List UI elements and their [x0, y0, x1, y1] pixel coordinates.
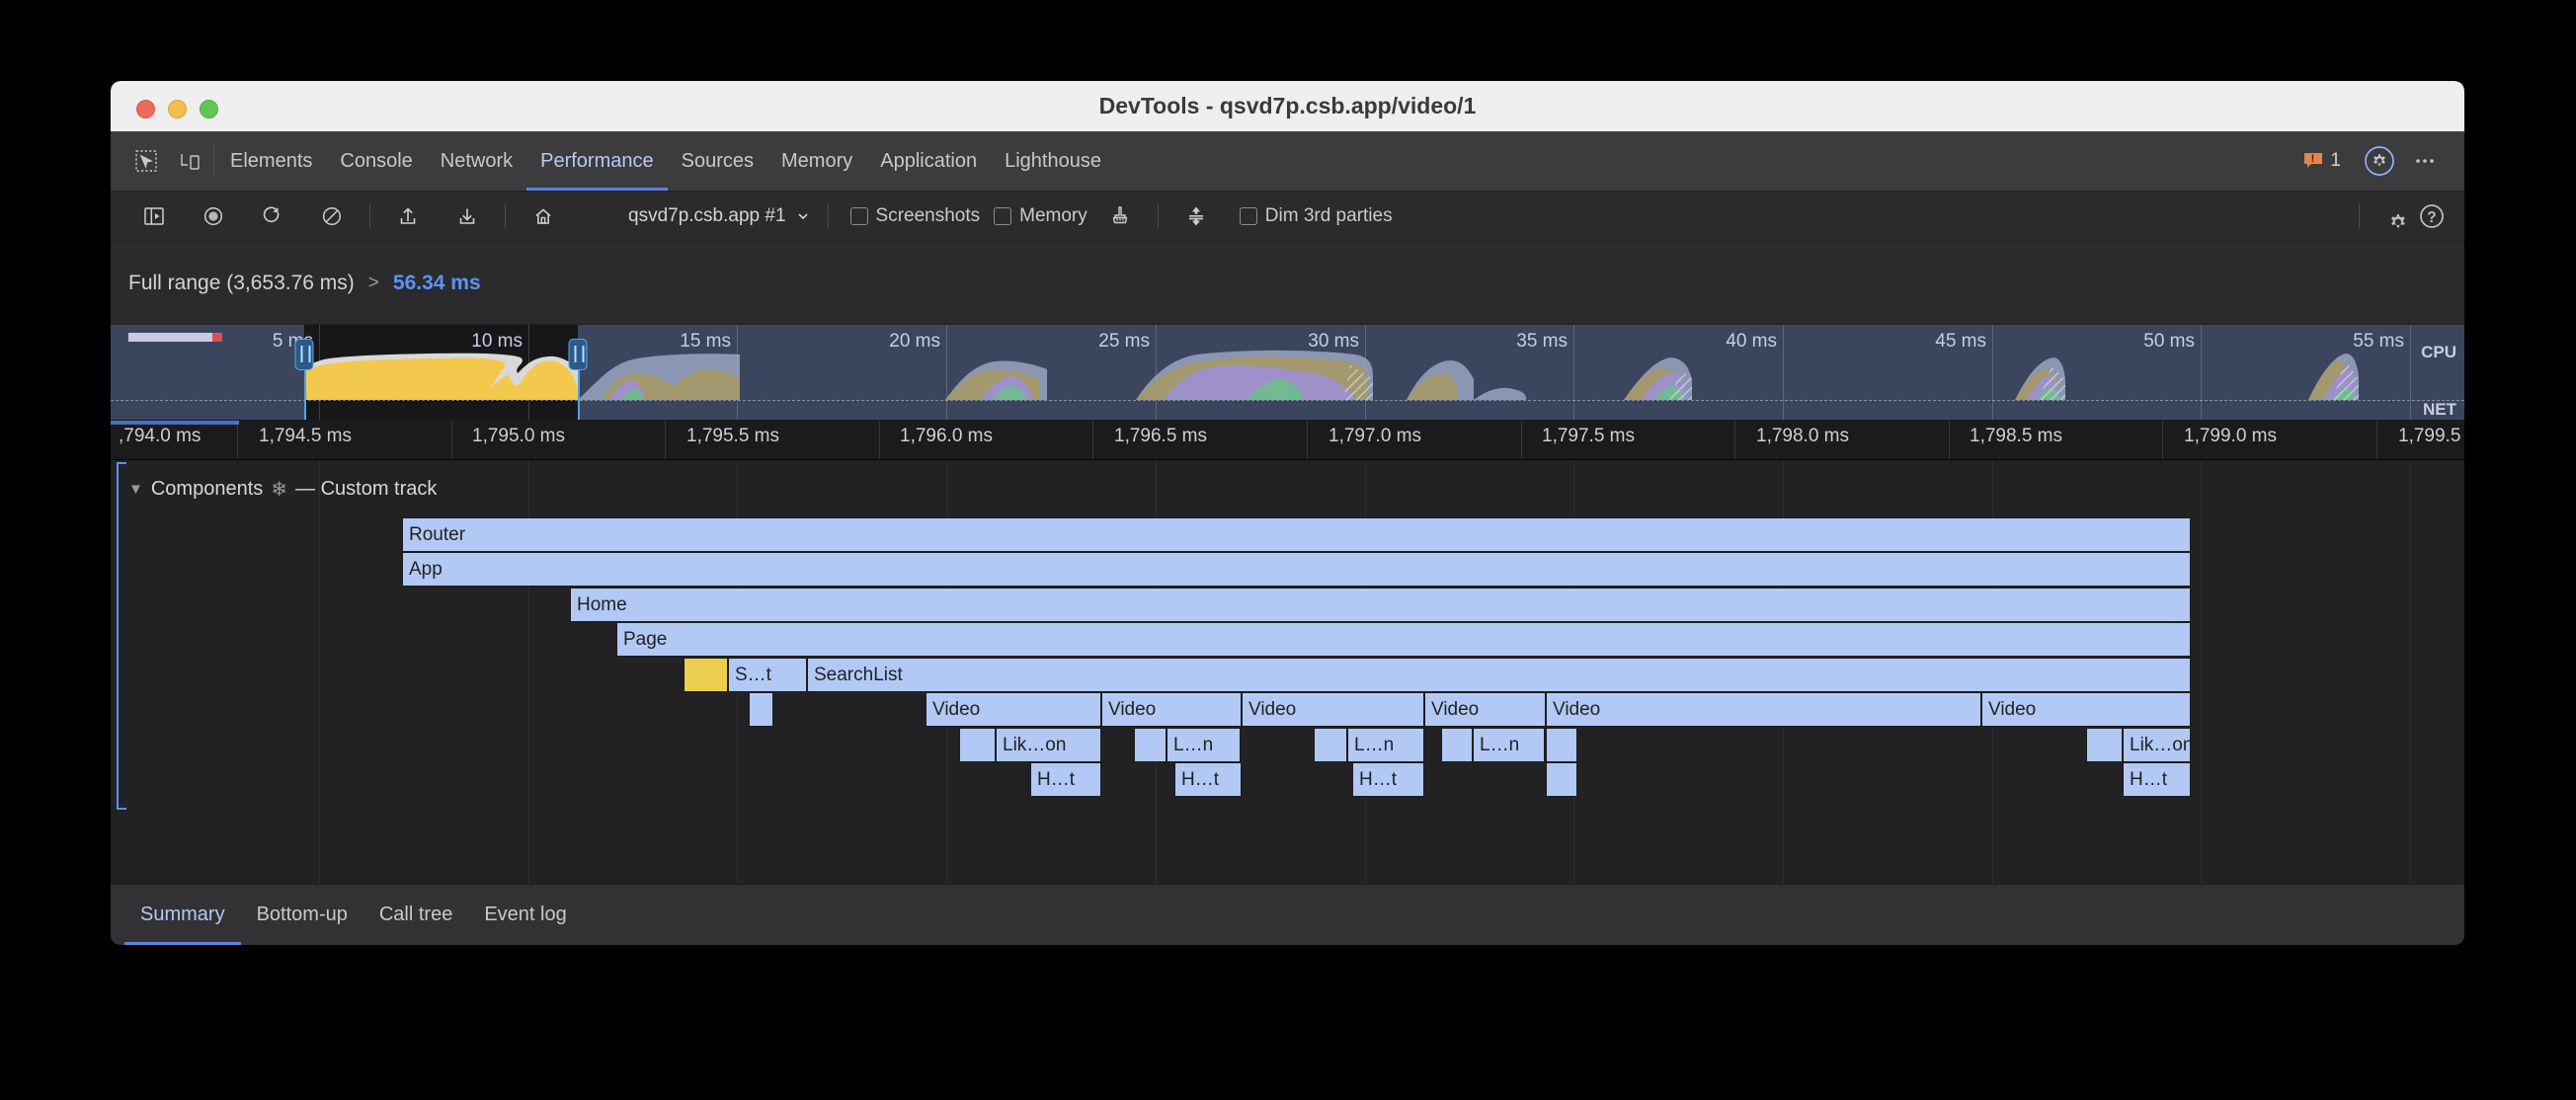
- svg-text:!: !: [2311, 153, 2315, 165]
- svg-text:?: ?: [2427, 209, 2436, 226]
